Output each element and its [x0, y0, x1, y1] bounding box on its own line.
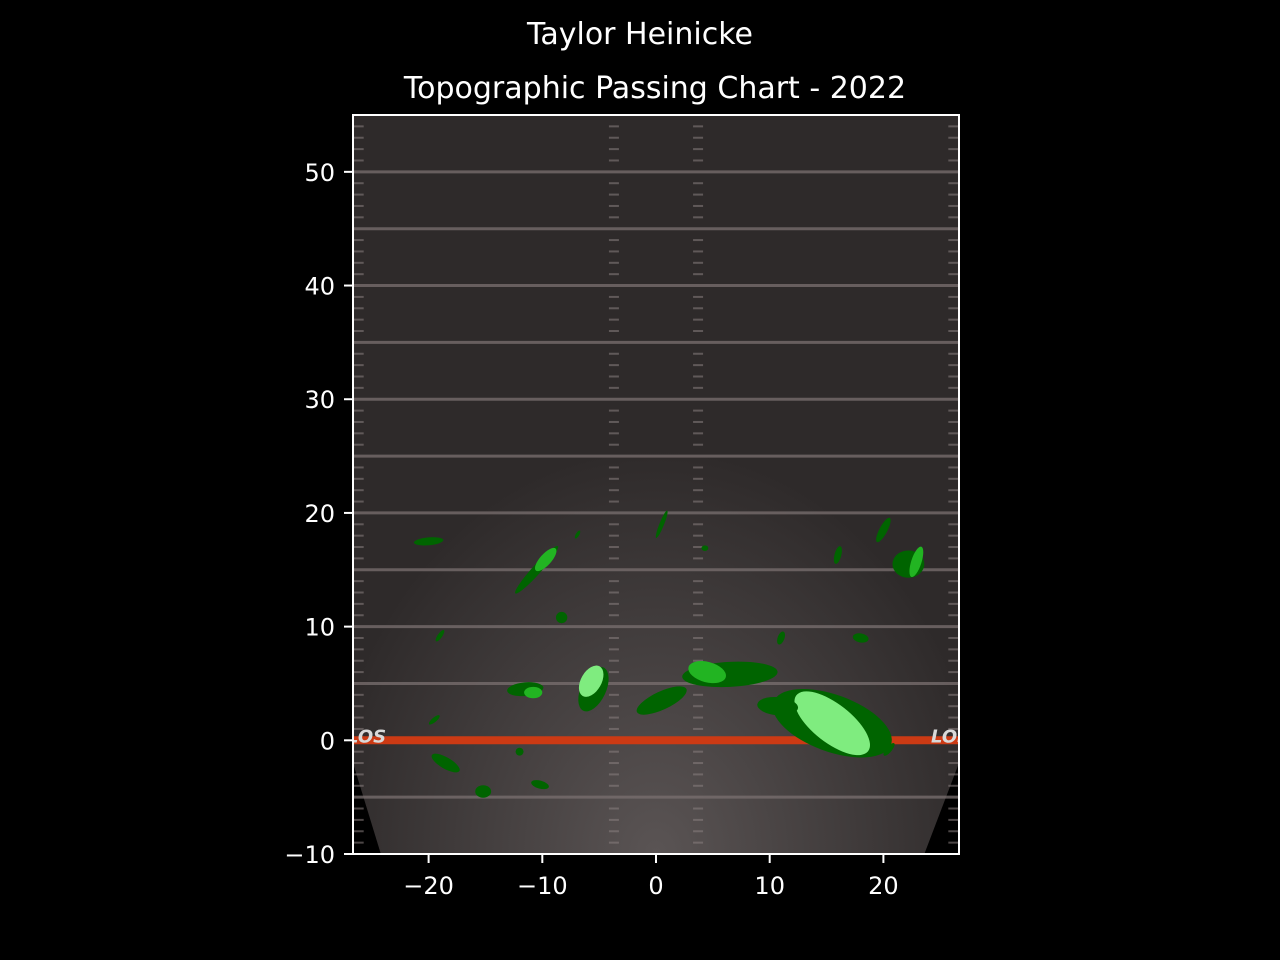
density-region-level-1 [475, 785, 492, 798]
density-region-level-1 [574, 530, 581, 539]
x-axis: −20 −10 0 10 20 [403, 854, 899, 900]
x-tick-label: −20 [403, 872, 454, 900]
density-region-level-1 [435, 629, 445, 642]
density-region-level-1 [701, 545, 709, 552]
x-tick-label: −10 [517, 872, 568, 900]
y-tick-label: −10 [284, 841, 335, 869]
density-region-level-1 [413, 537, 444, 546]
y-tick-label: 40 [304, 273, 335, 301]
density-region-level-1 [636, 686, 687, 715]
density-region-level-1 [833, 546, 842, 564]
y-axis: −10 0 10 20 30 40 50 [284, 159, 353, 869]
density-region-level-1 [555, 611, 568, 624]
density-region-level-1 [515, 747, 524, 756]
density-region-level-1 [655, 510, 668, 539]
density-region-level-1 [428, 715, 440, 725]
density-region-level-1 [757, 696, 799, 716]
density-contours [413, 510, 925, 798]
y-tick-label: 10 [304, 614, 335, 642]
density-region-level-2 [524, 686, 543, 699]
x-tick-label: 10 [754, 872, 785, 900]
los-label-right: LOS [931, 726, 970, 747]
chart-subtitle: Topographic Passing Chart - 2022 [403, 71, 906, 106]
y-tick-label: 0 [320, 727, 335, 755]
density-region-level-3 [794, 691, 870, 756]
chart-title: Taylor Heinicke [526, 17, 753, 52]
density-region-level-2 [534, 547, 557, 572]
y-tick-label: 20 [304, 500, 335, 528]
y-tick-label: 50 [304, 159, 335, 187]
density-region-level-2 [909, 546, 924, 578]
density-region-level-1 [531, 780, 549, 790]
density-region-level-1 [883, 743, 895, 756]
los-label-left: LOS [347, 726, 386, 747]
y-tick-label: 30 [304, 386, 335, 414]
density-region-level-3 [578, 665, 604, 697]
football-field [353, 115, 959, 854]
plot-area: LOS LOS [347, 115, 970, 854]
x-tick-label: 20 [868, 872, 899, 900]
x-tick-label: 0 [648, 872, 663, 900]
density-region-level-1 [431, 753, 460, 773]
density-region-level-2 [688, 661, 727, 684]
density-region-level-1 [876, 517, 891, 543]
density-region-level-1 [777, 631, 786, 645]
density-region-level-1 [852, 633, 869, 643]
